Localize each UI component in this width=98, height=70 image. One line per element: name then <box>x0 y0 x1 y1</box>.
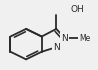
Text: N: N <box>53 43 60 52</box>
Text: OH: OH <box>71 5 85 14</box>
Text: Me: Me <box>79 34 90 43</box>
Text: N: N <box>61 34 68 43</box>
